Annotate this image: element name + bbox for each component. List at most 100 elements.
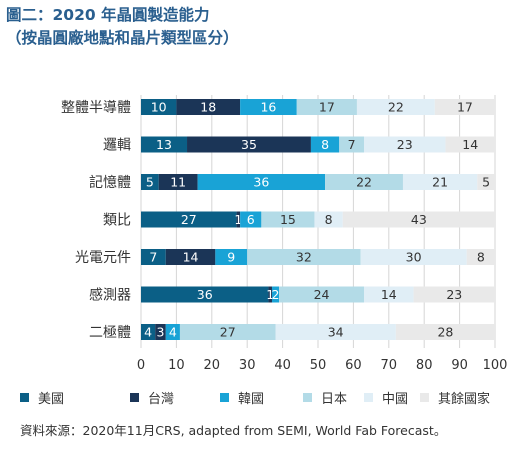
source-note: 資料來源：2020年11月CRS, adapted from SEMI, Wor… xyxy=(20,423,447,438)
title-line-1: 圖二：2020 年晶圓製造能力 xyxy=(6,6,210,24)
data-label: 5 xyxy=(146,175,154,190)
data-label: 17 xyxy=(319,100,335,115)
bar-segment xyxy=(155,324,166,340)
bar-segment xyxy=(271,286,280,303)
category-label: 邏輯 xyxy=(103,138,131,154)
legend-item: 日本 xyxy=(303,388,347,407)
data-label: 17 xyxy=(457,100,473,115)
data-label: 23 xyxy=(397,137,413,152)
bar-segment xyxy=(477,174,495,190)
data-label: 7 xyxy=(348,137,356,152)
legend-swatch xyxy=(130,393,139,402)
data-label: 5 xyxy=(482,175,490,190)
bar-segment xyxy=(356,99,435,115)
x-tick-label: 40 xyxy=(274,358,291,373)
bar-segment xyxy=(364,286,414,303)
legend-label: 其餘國家 xyxy=(438,392,491,407)
data-label: 27 xyxy=(181,212,197,227)
data-label: 36 xyxy=(253,175,269,190)
data-label: 27 xyxy=(220,325,236,340)
category-label: 類比 xyxy=(103,213,131,229)
data-label: 14 xyxy=(381,287,397,302)
data-label: 34 xyxy=(328,325,344,340)
legend-swatch xyxy=(364,393,373,402)
bar-segment xyxy=(158,174,198,190)
data-label: 14 xyxy=(462,137,478,152)
data-label: 14 xyxy=(183,250,199,265)
data-label: 3 xyxy=(156,325,164,340)
bar-segment xyxy=(141,324,156,340)
data-label: 4 xyxy=(144,325,152,340)
bar-segment xyxy=(141,211,237,228)
bar-segment xyxy=(395,324,495,340)
bar-segment xyxy=(247,249,361,265)
x-tick-label: 30 xyxy=(239,358,256,373)
data-label: 18 xyxy=(200,100,216,115)
bar-segment xyxy=(275,324,396,340)
bar-segment xyxy=(445,136,495,153)
legend-item: 台灣 xyxy=(130,388,174,407)
legend-swatch xyxy=(20,393,29,402)
data-label: 32 xyxy=(296,250,312,265)
bar-segment xyxy=(165,324,180,340)
data-label: 22 xyxy=(356,175,372,190)
data-label: 24 xyxy=(314,287,330,302)
bar-segment xyxy=(236,211,241,228)
data-label: 23 xyxy=(446,287,462,302)
data-label: 22 xyxy=(388,100,404,115)
category-label: 感測器 xyxy=(89,287,131,304)
legend-label: 中國 xyxy=(382,392,409,407)
data-label: 6 xyxy=(247,212,255,227)
legend-label: 台灣 xyxy=(148,392,175,407)
bar-segment xyxy=(413,286,495,303)
x-tick-label: 100 xyxy=(483,358,508,373)
data-label: 13 xyxy=(156,137,172,152)
x-tick-label: 60 xyxy=(345,358,362,373)
bar-segment xyxy=(402,174,478,190)
data-label: 9 xyxy=(227,250,235,265)
x-tick-label: 80 xyxy=(416,358,433,373)
bar-segment xyxy=(187,136,311,153)
bar-segment xyxy=(261,211,315,228)
bar-segment xyxy=(339,136,365,153)
bar-segment xyxy=(360,249,467,265)
bar-segment xyxy=(141,99,177,115)
bar-segment xyxy=(215,249,248,265)
bar-segment xyxy=(325,174,403,190)
legend-swatch xyxy=(220,393,229,402)
bar-segment xyxy=(179,324,276,340)
x-tick-label: 90 xyxy=(451,358,468,373)
data-label: 2 xyxy=(272,287,280,302)
title-line-2: （按晶圓廠地點和晶片類型區分） xyxy=(6,29,239,47)
bar-segment xyxy=(141,249,166,265)
data-label: 8 xyxy=(325,212,333,227)
legend-label: 日本 xyxy=(321,392,348,407)
data-label: 36 xyxy=(197,287,213,302)
x-tick-label: 50 xyxy=(310,358,327,373)
bar-segment xyxy=(279,286,365,303)
legend-label: 美國 xyxy=(38,392,65,407)
legend-swatch xyxy=(420,393,429,402)
category-label: 記憶體 xyxy=(89,174,131,191)
bar-segment xyxy=(314,211,343,228)
bar-segment xyxy=(176,99,241,115)
bar-segment xyxy=(364,136,446,153)
bar-segment xyxy=(141,136,188,153)
data-label: 16 xyxy=(260,100,276,115)
bar-segment xyxy=(466,249,495,265)
data-label: 11 xyxy=(170,175,186,190)
bar-segment xyxy=(434,99,495,115)
category-label: 二極體 xyxy=(89,325,131,341)
x-tick-label: 70 xyxy=(381,358,398,373)
legend-item: 中國 xyxy=(364,388,408,407)
bar-segment xyxy=(197,174,326,190)
legend-item: 美國 xyxy=(20,388,64,407)
bar-segment xyxy=(240,99,297,115)
data-label: 10 xyxy=(151,100,167,115)
data-label: 30 xyxy=(406,250,422,265)
data-label: 8 xyxy=(321,137,329,152)
data-label: 43 xyxy=(411,212,427,227)
data-label: 15 xyxy=(280,212,296,227)
chart-title: 圖二：2020 年晶圓製造能力 （按晶圓廠地點和晶片類型區分） xyxy=(6,4,239,50)
x-tick-label: 20 xyxy=(204,358,221,373)
